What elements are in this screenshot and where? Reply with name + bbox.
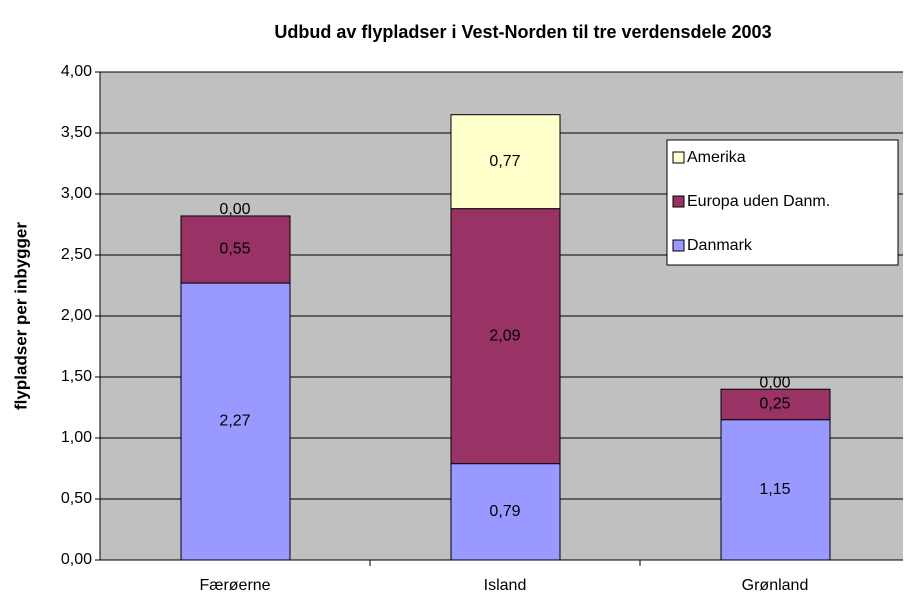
data-label: 0,79	[489, 503, 520, 520]
y-tick-label: 0,00	[61, 551, 92, 568]
y-tick-label: 3,00	[61, 185, 92, 202]
legend-swatch	[672, 151, 685, 164]
data-label: 0,00	[219, 201, 250, 218]
data-label: 1,15	[759, 481, 790, 498]
x-tick-label: Færøerne	[199, 577, 270, 594]
x-tick-label: Island	[484, 577, 527, 594]
bar-segment	[450, 208, 561, 465]
y-axis-title: flypladser per inbygger	[11, 222, 30, 410]
x-tick-label: Grønland	[742, 577, 809, 594]
chart-title: Udbud av flypladser i Vest-Norden til tr…	[274, 22, 771, 42]
bar-segment	[450, 114, 561, 210]
y-tick-label: 1,00	[61, 429, 92, 446]
legend-label: Danmark	[687, 237, 753, 254]
y-tick-label: 3,50	[61, 124, 92, 141]
data-label: 0,55	[219, 241, 250, 258]
legend-swatch	[672, 239, 685, 252]
data-label: 2,09	[489, 327, 520, 344]
legend-label: Europa uden Danm.	[687, 193, 830, 210]
bar-segment	[720, 419, 831, 561]
legend-label: Amerika	[687, 149, 746, 166]
data-label: 0,77	[489, 153, 520, 170]
y-tick-label: 4,00	[61, 63, 92, 80]
y-tick-label: 2,00	[61, 307, 92, 324]
y-tick-label: 1,50	[61, 368, 92, 385]
y-tick-label: 0,50	[61, 490, 92, 507]
bar-segment	[180, 215, 291, 284]
bar-segment	[450, 463, 561, 561]
y-tick-label: 2,50	[61, 246, 92, 263]
bar-segment	[720, 388, 831, 421]
legend-swatch	[672, 195, 685, 208]
data-label: 0,25	[759, 396, 790, 413]
data-label: 0,00	[759, 374, 790, 391]
legend-box	[666, 139, 899, 266]
data-label: 2,27	[219, 413, 250, 430]
